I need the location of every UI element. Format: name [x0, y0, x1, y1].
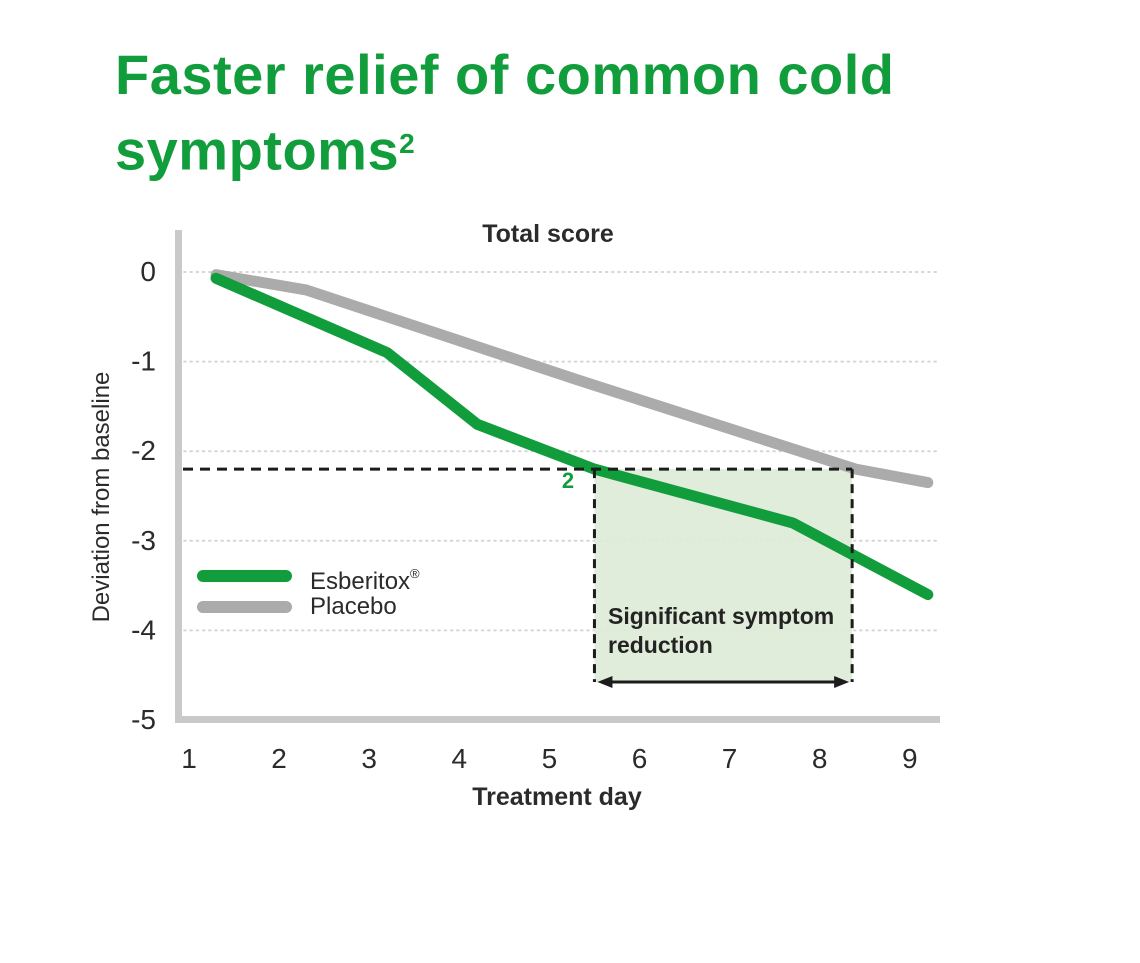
chart-title: Total score — [482, 220, 614, 248]
y-tick-label: -5 — [131, 704, 156, 735]
x-tick-label: 6 — [632, 743, 648, 774]
x-tick-label: 7 — [722, 743, 738, 774]
reference-marker-2: 2 — [561, 468, 575, 493]
y-tick-label: -4 — [131, 614, 156, 645]
range-arrow-left-head — [597, 676, 613, 688]
y-axis-title: Deviation from baseline — [88, 371, 115, 623]
x-tick-label: 9 — [902, 743, 918, 774]
y-tick-label: -3 — [131, 525, 156, 556]
x-tick-label: 4 — [452, 743, 468, 774]
y-tick-label: -2 — [131, 435, 156, 466]
esberitox-legend-swatch — [197, 570, 292, 582]
x-tick-label: 1 — [181, 743, 197, 774]
esberitox-legend-label: Esberitox® — [310, 563, 420, 595]
placebo-line — [210, 269, 934, 489]
x-axis-title: Treatment day — [472, 783, 642, 811]
page-title: Faster relief of common cold symptoms2 — [115, 42, 895, 184]
x-tick-label: 8 — [812, 743, 828, 774]
x-tick-label: 2 — [271, 743, 287, 774]
x-tick-label: 3 — [361, 743, 377, 774]
significant-region-label: Significant symptom reduction — [608, 603, 835, 658]
y-tick-label: 0 — [140, 256, 156, 287]
page-title-line2: symptoms — [115, 118, 400, 182]
page-title-superscript: 2 — [399, 128, 416, 160]
y-axis-bar — [175, 230, 182, 723]
page-title-line1: Faster relief of common cold — [115, 43, 895, 106]
placebo-legend-swatch — [197, 601, 292, 613]
range-arrow-right-head — [834, 676, 850, 688]
esberitox-legend-text: Esberitox — [310, 568, 411, 595]
y-tick-label: -1 — [131, 346, 156, 377]
placebo-legend-label: Placebo — [310, 593, 397, 620]
x-axis-bar — [175, 716, 940, 723]
registered-trademark-mark: ® — [410, 566, 420, 581]
esberitox-line — [210, 272, 934, 601]
x-tick-label: 5 — [542, 743, 558, 774]
